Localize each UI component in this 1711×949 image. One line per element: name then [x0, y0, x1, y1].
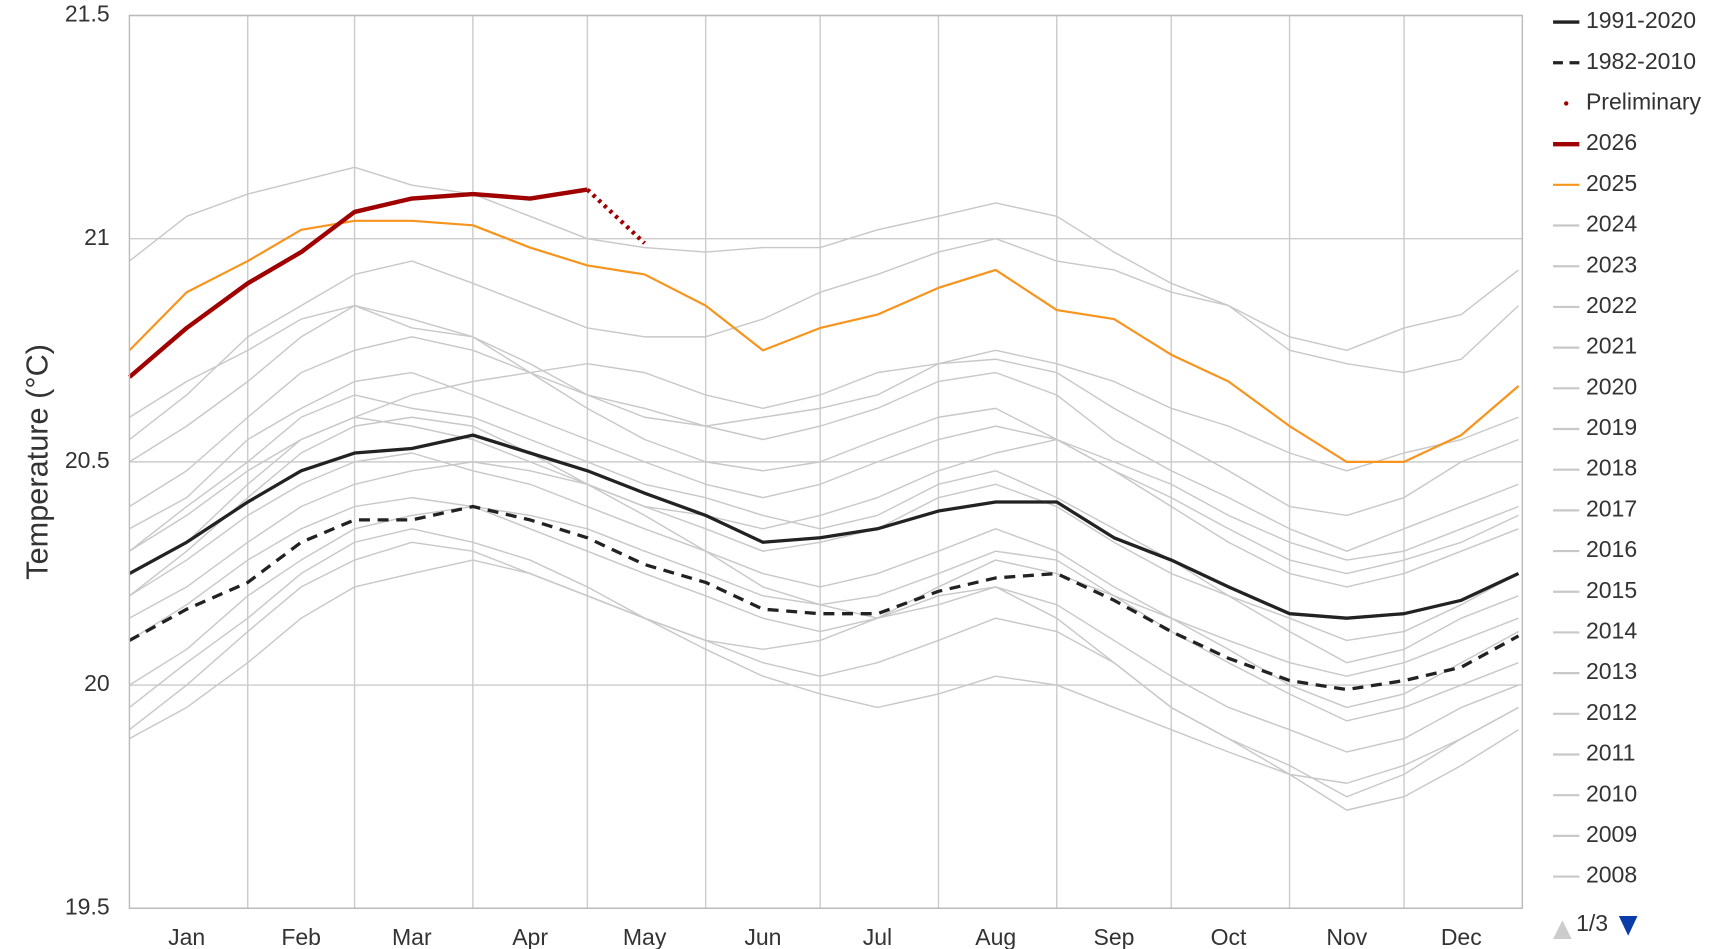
series-line	[129, 559, 1519, 784]
x-tick-label: Mar	[392, 924, 432, 949]
legend-label: 2008	[1586, 862, 1637, 888]
x-tick-label: Dec	[1441, 924, 1482, 949]
series-line	[128, 237, 1519, 441]
series-line	[129, 304, 1519, 588]
series-line	[128, 528, 1519, 798]
x-tick-label: Nov	[1326, 924, 1367, 949]
series-line	[128, 166, 1519, 352]
y-tick-label: 21.5	[65, 1, 110, 27]
x-tick-label: Oct	[1211, 924, 1247, 949]
series-line	[128, 541, 1519, 731]
series-line	[128, 504, 1520, 692]
x-tick-label: Sep	[1094, 924, 1135, 949]
series-line	[129, 496, 1519, 753]
legend-label: 2016	[1586, 536, 1637, 562]
series-line	[128, 433, 1520, 620]
legend-label: 2022	[1586, 292, 1637, 318]
legend-label: 1982-2010	[1586, 48, 1696, 74]
series-line	[129, 505, 1519, 722]
y-tick-label: 20	[84, 670, 110, 696]
series-line	[128, 394, 1519, 642]
axes: 19.5 20 20.5 21 21.5 Jan Feb Mar Apr May Jun Jul Aug…	[65, 1, 1482, 949]
legend-swatch	[1564, 101, 1569, 106]
y-tick-label: 21	[84, 224, 110, 250]
legend-label: 1991-2020	[1586, 7, 1696, 33]
legend: 1991-2020 1982-2010 Preliminary 2026 2025 202…	[1553, 7, 1702, 888]
x-tick-label: Feb	[281, 924, 321, 949]
series-line	[129, 336, 1519, 517]
legend-label: 2019	[1586, 414, 1637, 440]
legend-label: 2026	[1586, 129, 1637, 155]
legend-label: 2013	[1586, 658, 1637, 684]
series-line	[129, 304, 1519, 552]
x-tick-label: Aug	[975, 924, 1016, 949]
legend-label: 2020	[1586, 373, 1637, 399]
legend-label: 2015	[1586, 577, 1637, 603]
x-tick-label: May	[623, 924, 667, 949]
legend-label: 2023	[1586, 251, 1637, 277]
series-line	[129, 349, 1519, 552]
series-line	[129, 452, 1519, 709]
legend-label: 2010	[1586, 780, 1637, 806]
x-tick-label: Jun	[744, 924, 781, 949]
y-tick-label: 20.5	[65, 447, 110, 473]
legend-label: 2009	[1586, 821, 1637, 847]
legend-pager: 1/3	[1576, 910, 1608, 936]
y-axis-label: Temperature (°C)	[20, 344, 55, 580]
legend-label: 2024	[1586, 211, 1637, 237]
legend-label: 2025	[1586, 170, 1637, 196]
y-tick-label: 19.5	[65, 893, 110, 919]
series-line	[129, 371, 1519, 575]
grid	[129, 14, 1523, 909]
series-line	[129, 416, 1519, 664]
x-tick-label: Jul	[863, 924, 892, 949]
legend-label: 2014	[1586, 618, 1637, 644]
legend-prev-arrow[interactable]	[1553, 920, 1572, 939]
legend-next-arrow[interactable]	[1618, 915, 1638, 936]
series-line	[585, 187, 647, 245]
x-tick-label: Apr	[512, 924, 548, 949]
series-line	[127, 187, 588, 379]
legend-label: 2012	[1586, 699, 1637, 725]
series-line	[128, 219, 1520, 463]
plot-frame	[128, 14, 1524, 909]
legend-label: Preliminary	[1586, 89, 1702, 115]
legend-label: 2018	[1586, 455, 1637, 481]
x-tick-label: Jan	[168, 924, 205, 949]
legend-label: 2021	[1586, 333, 1637, 359]
legend-label: 2017	[1586, 495, 1637, 521]
plot-lines	[127, 166, 1520, 811]
series-line	[129, 438, 1519, 619]
legend-label: 2011	[1586, 740, 1636, 766]
